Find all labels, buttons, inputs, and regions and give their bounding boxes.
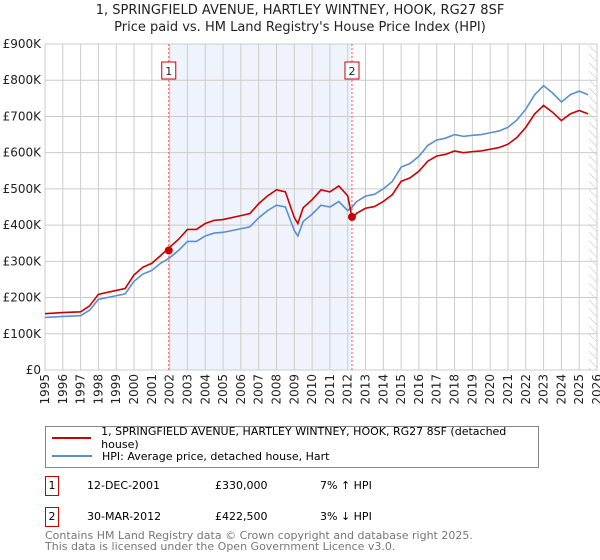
x-tick-label: 2004: [198, 374, 212, 405]
future-hatch: [588, 44, 597, 370]
sale-point: [164, 246, 173, 255]
y-tick-label: £200K: [3, 291, 43, 305]
chart-subtitle: Price paid vs. HM Land Registry's House …: [114, 20, 486, 35]
legend-swatch: [52, 455, 92, 457]
y-tick-label: £800K: [3, 73, 43, 87]
x-tick-label: 1996: [56, 374, 70, 405]
chart-title: 1, SPRINGFIELD AVENUE, HARTLEY WINTNEY, …: [95, 3, 505, 18]
x-tick-label: 1999: [109, 374, 123, 405]
sale-row-2: 2 30-MAR-2012 £422,500 3% ↓ HPI: [45, 507, 545, 527]
x-tick-label: 2026: [590, 374, 600, 405]
x-tick-label: 2022: [519, 374, 533, 405]
x-tick-label: 2006: [234, 374, 248, 405]
x-tick-label: 2000: [127, 374, 141, 405]
x-tick-label: 2002: [163, 374, 177, 405]
sale-period-shade: [168, 44, 352, 370]
sale-hpi: 3% ↓ HPI: [320, 510, 372, 523]
legend-label: 1, SPRINGFIELD AVENUE, HARTLEY WINTNEY, …: [101, 425, 507, 451]
x-tick-label: 2012: [341, 374, 355, 405]
x-tick-label: 2017: [430, 374, 444, 405]
property-price-line: [44, 104, 589, 315]
x-tick-label: 2023: [537, 374, 551, 405]
x-tick-label: 2013: [359, 374, 373, 405]
y-tick-label: £100K: [3, 327, 43, 341]
x-tick-label: 2015: [394, 374, 408, 405]
hpi-line: [44, 84, 589, 319]
x-tick-label: 1995: [38, 374, 52, 405]
legend: 1, SPRINGFIELD AVENUE, HARTLEY WINTNEY, …: [45, 425, 539, 468]
x-tick-label: 2007: [252, 374, 266, 405]
x-tick-label: 2018: [448, 374, 462, 405]
sale-label: 1: [165, 65, 172, 78]
legend-label: HPI: Average price, detached house, Hart: [102, 449, 330, 463]
sale-label-box: [161, 61, 177, 80]
x-tick-label: 1998: [91, 374, 105, 405]
x-tick-label: 2001: [145, 374, 159, 405]
sale-date: 12-DEC-2001: [87, 479, 161, 492]
x-tick-label: 2011: [323, 374, 337, 405]
x-tick-label: 2010: [305, 374, 319, 405]
legend-item-property: 1, SPRINGFIELD AVENUE, HARTLEY WINTNEY, …: [52, 425, 538, 451]
legend-swatch: [52, 437, 92, 439]
x-tick-label: 2005: [216, 374, 230, 405]
x-tick-label: 2009: [287, 374, 301, 405]
x-tick-label: 2003: [180, 374, 194, 405]
y-tick-label: £500K: [3, 182, 43, 196]
x-tick-label: 2014: [376, 374, 390, 405]
x-tick-label: 2025: [572, 374, 586, 405]
x-tick-label: 2024: [554, 374, 568, 405]
sale-hpi: 7% ↑ HPI: [320, 479, 372, 492]
x-tick-label: 2019: [465, 374, 479, 405]
sale-label-box: [344, 61, 360, 80]
plot-border: [44, 43, 598, 371]
y-tick-label: £300K: [3, 254, 43, 268]
legend-item-hpi: HPI: Average price, detached house, Hart: [52, 448, 329, 464]
x-tick-label: 2020: [483, 374, 497, 405]
y-tick-label: £900K: [3, 37, 43, 51]
sale-row-1: 1 12-DEC-2001 £330,000 7% ↑ HPI: [45, 476, 545, 496]
x-tick-label: 2016: [412, 374, 426, 405]
footer-line-2: This data is licensed under the Open Gov…: [45, 540, 396, 553]
sale-date: 30-MAR-2012: [87, 510, 162, 523]
y-tick-label: £600K: [3, 146, 43, 160]
footer-line-1: Contains HM Land Registry data © Crown c…: [45, 529, 473, 542]
x-tick-label: 2008: [269, 374, 283, 405]
sale-label: 2: [348, 65, 355, 78]
x-tick-label: 1997: [74, 374, 88, 405]
y-tick-label: £400K: [3, 218, 43, 232]
sale-badge: 1: [45, 476, 59, 496]
sale-price: £422,500: [215, 510, 268, 523]
y-tick-label: £0: [26, 363, 41, 377]
footer: Contains HM Land Registry data © Crown c…: [45, 530, 473, 552]
chart-plot: £0 £100K £200K £300K £400K £500K £600K £700K £80…: [3, 37, 600, 405]
sale-point: [347, 212, 356, 221]
sale-badge: 2: [45, 507, 59, 527]
y-tick-label: £700K: [3, 109, 43, 123]
x-tick-label: 2021: [501, 374, 515, 405]
sale-price: £330,000: [215, 479, 268, 492]
